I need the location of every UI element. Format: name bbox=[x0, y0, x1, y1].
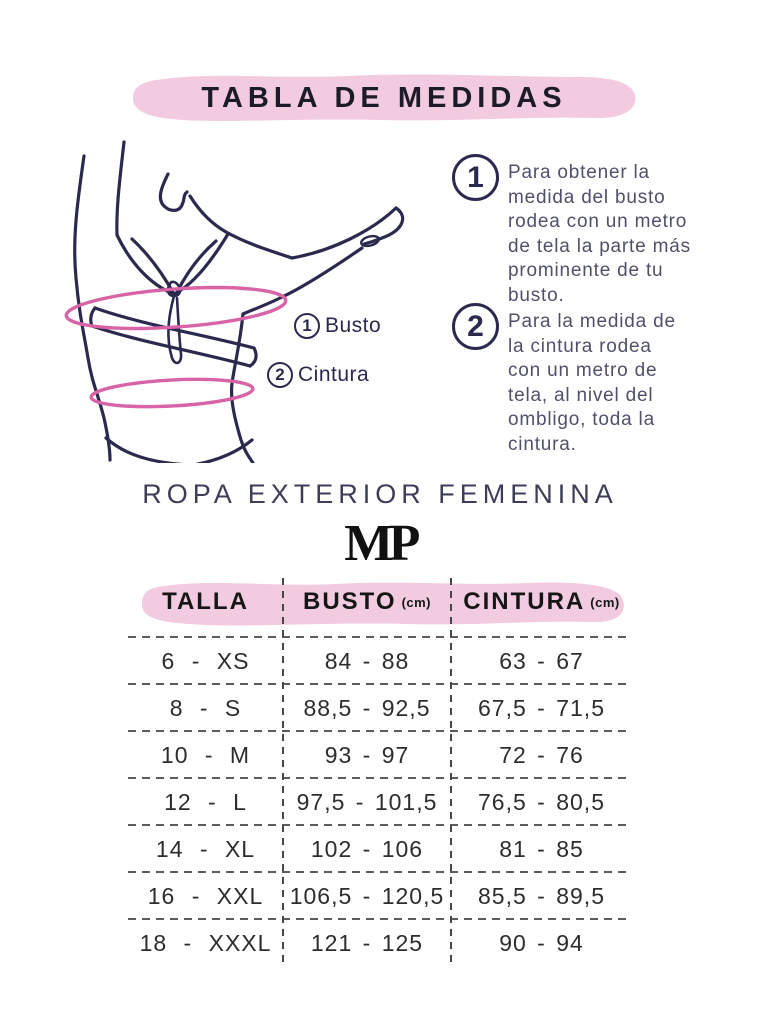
circled-number-2-icon: 2 bbox=[267, 362, 293, 388]
row-divider bbox=[128, 730, 632, 732]
table-row: 6 - XS 84 - 88 63 - 67 bbox=[161, 648, 584, 674]
row-divider bbox=[128, 777, 632, 779]
header-talla: TALLA bbox=[162, 588, 249, 615]
size-table: TALLA BUSTO (cm) CINTURA (cm) 6 - XS 84 … bbox=[128, 578, 632, 970]
step-1-badge: 1 bbox=[452, 154, 499, 201]
column-divider bbox=[282, 578, 284, 966]
brand-logo: MP bbox=[344, 515, 420, 572]
table-header-row: TALLA BUSTO (cm) CINTURA (cm) bbox=[128, 578, 632, 626]
circled-number-1-icon: 1 bbox=[294, 313, 320, 339]
row-divider bbox=[128, 683, 632, 685]
step-2-badge: 2 bbox=[452, 303, 499, 350]
waist-label-text: Cintura bbox=[298, 363, 370, 386]
page-title: TABLA DE MEDIDAS bbox=[201, 82, 567, 114]
busto-unit: (cm) bbox=[401, 594, 432, 610]
header-busto: BUSTO (cm) bbox=[302, 588, 432, 615]
row-divider bbox=[128, 918, 632, 920]
row-divider bbox=[128, 871, 632, 873]
measurement-figure-illustration bbox=[64, 140, 405, 463]
bust-label: 1 Busto bbox=[294, 313, 381, 339]
header-cintura: CINTURA (cm) bbox=[463, 588, 620, 615]
cintura-unit: (cm) bbox=[590, 594, 620, 610]
table-header-blob-shape bbox=[142, 582, 624, 626]
table-row: 12 - L 97,5 - 101,5 76,5 - 80,5 bbox=[164, 789, 605, 815]
table-row: 10 - M 93 - 97 72 - 76 bbox=[160, 742, 584, 768]
bust-measure-ellipse bbox=[64, 285, 288, 331]
step-1-text: Para obtener la medida del busto rodea c… bbox=[508, 162, 691, 306]
row-divider bbox=[128, 824, 632, 826]
bust-label-text: Busto bbox=[325, 314, 382, 337]
section-heading: ROPA EXTERIOR FEMENINA bbox=[142, 479, 618, 509]
waist-measure-ellipse bbox=[89, 377, 255, 409]
table-row: 14 - XL 102 - 106 81 - 85 bbox=[155, 836, 584, 862]
table-row: 8 - S 88,5 - 92,5 67,5 - 71,5 bbox=[169, 695, 605, 721]
column-divider bbox=[450, 578, 452, 966]
step-2-text: Para la medida de la cintura rodea con u… bbox=[508, 311, 676, 455]
title-banner: TABLA DE MEDIDAS bbox=[128, 71, 640, 123]
waist-label: 2 Cintura bbox=[267, 362, 369, 388]
row-divider bbox=[128, 636, 632, 638]
table-row: 18 - XXXL 121 - 125 90 - 94 bbox=[139, 930, 584, 956]
pink-blob-shape bbox=[132, 74, 636, 121]
table-row: 16 - XXL 106,5 - 120,5 85,5 - 89,5 bbox=[147, 883, 605, 909]
